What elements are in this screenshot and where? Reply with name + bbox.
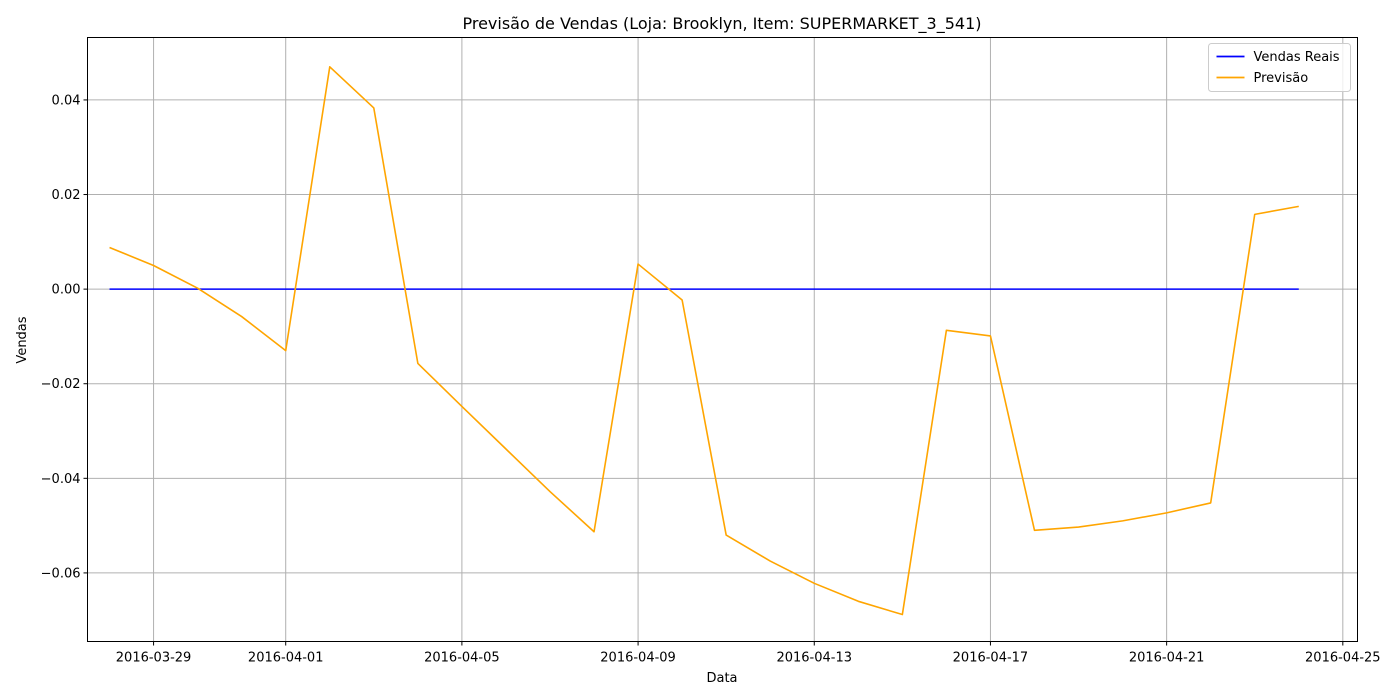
- plot-frame: [87, 37, 1358, 642]
- legend-label: Vendas Reais: [1254, 50, 1340, 65]
- y-tick-label: −0.04: [41, 472, 81, 487]
- y-tick-label: −0.06: [41, 566, 81, 581]
- chart-title: Previsão de Vendas (Loja: Brooklyn, Item…: [462, 14, 981, 34]
- x-tick-label: 2016-04-01: [248, 651, 324, 666]
- y-tick-label: 0.04: [52, 93, 81, 108]
- series-lines: [109, 66, 1299, 616]
- series-line-previsao: [109, 66, 1299, 616]
- y-tick-label: 0.02: [52, 188, 81, 203]
- legend-box: [1208, 43, 1351, 92]
- y-tick-label: 0.00: [52, 283, 81, 298]
- axis-ticks: 2016-03-29 2016-04-01 2016-04-05 2016-04-09…: [41, 93, 1381, 665]
- x-tick-label: 2016-03-29: [116, 651, 192, 666]
- y-tick-label: −0.02: [41, 377, 81, 392]
- x-tick-label: 2016-04-25: [1305, 651, 1381, 666]
- legend-label: Previsão: [1254, 71, 1309, 86]
- x-tick-label: 2016-04-05: [424, 651, 500, 666]
- x-tick-label: 2016-04-21: [1129, 651, 1205, 666]
- x-axis-label: Data: [706, 671, 737, 686]
- grid-lines: [87, 37, 1358, 642]
- x-tick-label: 2016-04-13: [776, 651, 852, 666]
- x-tick-label: 2016-04-09: [600, 651, 676, 666]
- y-axis-label: Vendas: [15, 316, 30, 363]
- legend: Vendas Reais Previsão: [1208, 43, 1351, 92]
- x-tick-label: 2016-04-17: [953, 651, 1029, 666]
